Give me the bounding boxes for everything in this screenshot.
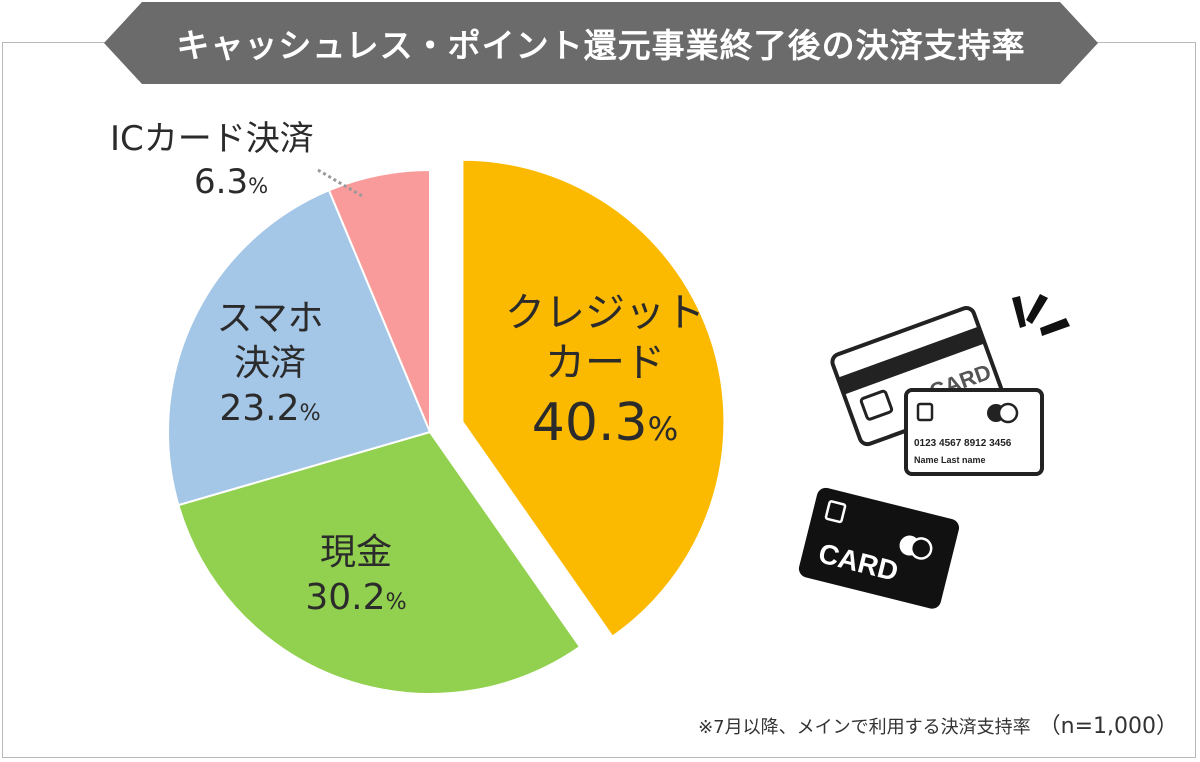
emphasis-marks-icon [1012,294,1070,336]
footnote-sample-size: （n=1,000） [1038,714,1178,739]
card-black-icon: CARD [798,487,960,609]
card-white-icon: 0123 4567 8912 3456 Name Last name [904,388,1044,476]
card-illustration: CARD 0123 4567 8912 3456 Name Last name … [798,294,1070,609]
value-smart: 23.2% [219,388,321,429]
svg-text:0123 4567 8912 3456: 0123 4567 8912 3456 [914,438,1012,449]
label-credit-line1: クレジット [505,290,705,336]
footnote: ※7月以降、メインで利用する決済支持率 （n=1,000） [698,708,1178,740]
svg-text:Name Last name: Name Last name [914,455,986,465]
value-ic: 6.3% [194,161,269,202]
value-cash: 30.2% [305,577,407,618]
slice-credit-card [461,158,726,639]
slice-cash [177,430,582,695]
label-credit-card: クレジット カード 40.3% [495,288,715,458]
ic-leader-line [317,168,363,198]
chart-title: キャッシュレス・ポイント還元事業終了後の決済支持率 [176,26,1026,65]
label-ic-card: ICカード決済 6.3% [110,118,350,203]
slice-smartphone [167,188,432,507]
label-smartphone: スマホ 決済 23.2% [190,296,350,431]
label-credit-line2: カード [545,340,665,386]
label-smart-line1: スマホ [216,298,324,339]
title-banner: キャッシュレス・ポイント還元事業終了後の決済支持率 [104,2,1098,84]
value-credit: 40.3% [531,393,679,453]
slice-ic-card [327,168,431,433]
label-ic-line1: ICカード決済 [110,119,314,159]
label-cash-line1: 現金 [319,532,392,573]
label-smart-line2: 決済 [233,343,306,384]
label-cash: 現金 30.2% [276,530,436,620]
footnote-text: ※7月以降、メインで利用する決済支持率 [698,717,1031,738]
